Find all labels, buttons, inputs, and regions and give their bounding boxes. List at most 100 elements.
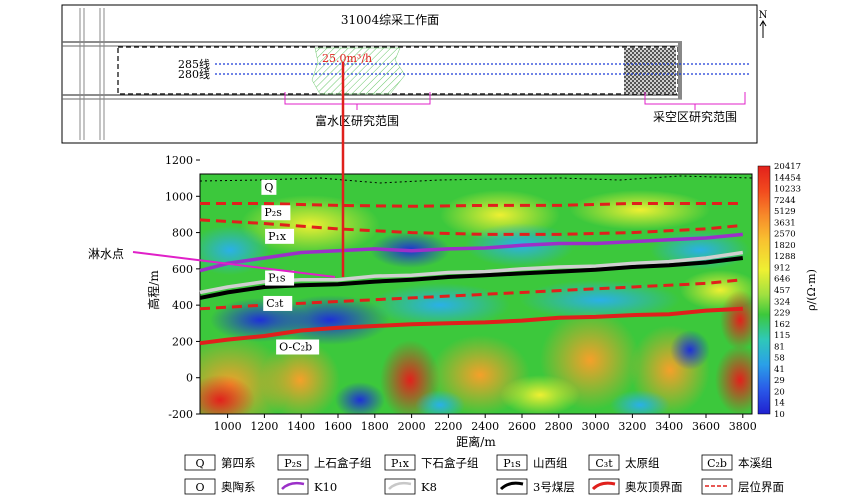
colorbar-level-7: 1820	[774, 241, 796, 251]
legend-label-0: 第四系	[221, 456, 256, 470]
legend-symbol-3: P₁s	[503, 457, 521, 470]
x-tick-label-4: 1800	[361, 420, 389, 433]
colorbar-level-15: 115	[774, 331, 790, 341]
legend-swatch-7	[281, 481, 305, 490]
colorbar-level-14: 162	[774, 320, 790, 330]
legend-item-1: P₂s 上石盒子组	[277, 454, 372, 471]
strata-label-5: O-C₂b	[279, 341, 312, 354]
colorbar-level-21: 14	[774, 399, 785, 409]
rich-zone-label: 富水区研究范围	[315, 113, 399, 128]
x-tick-label-5: 2000	[398, 420, 426, 433]
legend-item-2: P₁x 下石盒子组	[384, 454, 479, 471]
colorbar-label: ρ/(Ω·m)	[805, 269, 818, 311]
x-tick-label-0: 1000	[214, 420, 242, 433]
legend-symbol-1: P₂s	[284, 457, 302, 470]
map-title: 31004综采工作面	[341, 13, 439, 27]
legend-symbol-5: C₂b	[707, 457, 727, 470]
mine-plan-map: 31004综采工作面 N 285线 280线 25.0m³/h 富水区研究范围	[61, 4, 768, 144]
resistivity-field	[200, 174, 752, 414]
strata-label-4: C₃t	[266, 297, 284, 310]
y-tick-label-3: 400	[172, 299, 193, 312]
x-tick-label-10: 3000	[582, 420, 610, 433]
series-line-2	[199, 256, 744, 300]
x-tick-label-1: 1200	[250, 420, 278, 433]
legend-label-7: K10	[314, 480, 337, 494]
legend-symbol-6: O	[195, 481, 204, 494]
y-tick-label-1: 0	[186, 372, 193, 385]
colorbar-level-11: 457	[774, 286, 790, 296]
legend-label-8: K8	[421, 480, 437, 494]
colorbar-level-9: 912	[774, 263, 790, 273]
strata-label-bg-5	[276, 339, 320, 355]
strata-label-bg-1	[261, 205, 291, 221]
colorbar-level-20: 20	[774, 387, 785, 397]
boundary-line-1	[199, 218, 743, 236]
legend-label-5: 本溪组	[738, 456, 773, 470]
legend-label-10: 奥灰顶界面	[625, 480, 683, 494]
legend-item-3: P₁s 山西组	[496, 454, 568, 471]
colorbar-level-3: 7244	[774, 196, 796, 206]
y-tick-label-4: 600	[172, 263, 193, 276]
colorbar-level-12: 324	[774, 297, 790, 307]
legend-item-0: Q 第四系	[184, 454, 256, 471]
legend-item-11: 层位界面	[701, 478, 784, 495]
colorbar-level-10: 646	[774, 275, 790, 285]
x-axis-label: 距离/m	[456, 434, 496, 449]
legend: Q 第四系 P₂s 上石盒子组 P₁x 下石盒子组 P₁s 山西组 C₃t 太原组 C₂b 本溪组 O 奥…	[184, 454, 784, 495]
strata-label-0: Q	[264, 181, 273, 194]
legend-label-9: 3号煤层	[533, 480, 575, 494]
legend-item-5: C₂b 本溪组	[701, 454, 773, 471]
strata-label-1: P₂s	[264, 206, 282, 219]
y-tick-label-2: 200	[172, 335, 193, 348]
legend-item-7: K10	[277, 478, 337, 495]
colorbar-level-6: 2570	[774, 230, 796, 240]
legend-item-10: 奥灰顶界面	[588, 478, 683, 495]
y-axis-label: 高程/m	[146, 270, 161, 310]
x-tick-label-8: 2600	[508, 420, 536, 433]
x-tick-label-12: 3400	[655, 420, 683, 433]
legend-item-4: C₃t 太原组	[588, 454, 660, 471]
legend-swatch-9	[499, 481, 524, 491]
legend-label-1: 上石盒子组	[314, 456, 372, 470]
x-tick-label-6: 2200	[434, 420, 462, 433]
colorbar-level-0: 20417	[774, 162, 801, 172]
colorbar-level-22: 10	[774, 410, 785, 420]
y-tick-label-0: -200	[168, 408, 193, 421]
series-line-0	[199, 232, 743, 273]
colorbar-level-2: 10233	[774, 185, 801, 195]
strata-label-2: P₁x	[268, 230, 287, 243]
y-tick-label-6: 1000	[165, 190, 193, 203]
legend-symbol-4: C₃t	[595, 457, 613, 470]
colorbar-level-19: 29	[774, 376, 785, 386]
legend-item-9: 3号煤层	[496, 478, 575, 495]
colorbar-level-5: 3631	[774, 218, 796, 228]
strata-label-bg-3	[265, 270, 295, 286]
colorbar-level-8: 1288	[774, 252, 796, 262]
legend-label-6: 奥陶系	[221, 480, 256, 494]
strata-labels: Q P₂s P₁x P₁s C₃t O-C₂b	[261, 179, 320, 355]
line-280-label: 280线	[178, 67, 210, 81]
legend-symbol-0: Q	[195, 457, 204, 470]
strata-label-bg-0	[261, 179, 277, 195]
strata-label-bg-4	[263, 295, 293, 311]
x-tick-label-9: 2800	[545, 420, 573, 433]
legend-swatch-10	[591, 481, 616, 491]
legend-label-4: 太原组	[625, 456, 660, 470]
colorbar-level-17: 58	[774, 354, 785, 364]
strata-label-3: P₁s	[268, 272, 286, 285]
water-point-label: 淋水点	[88, 247, 124, 261]
goaf-zone-label: 采空区研究范围	[653, 109, 737, 124]
inflow-label: 25.0m³/h	[322, 52, 372, 65]
legend-label-11: 层位界面	[738, 480, 784, 494]
legend-label-2: 下石盒子组	[421, 456, 479, 470]
topography-line	[199, 175, 753, 184]
x-tick-label-3: 1600	[324, 420, 352, 433]
legend-item-6: O 奥陶系	[184, 478, 256, 495]
svg-text:N: N	[759, 10, 768, 21]
x-tick-label-14: 3800	[729, 420, 757, 433]
colorbar-level-4: 5129	[774, 207, 796, 217]
y-tick-label-7: 1200	[165, 154, 193, 167]
x-tick-label-7: 2400	[471, 420, 499, 433]
